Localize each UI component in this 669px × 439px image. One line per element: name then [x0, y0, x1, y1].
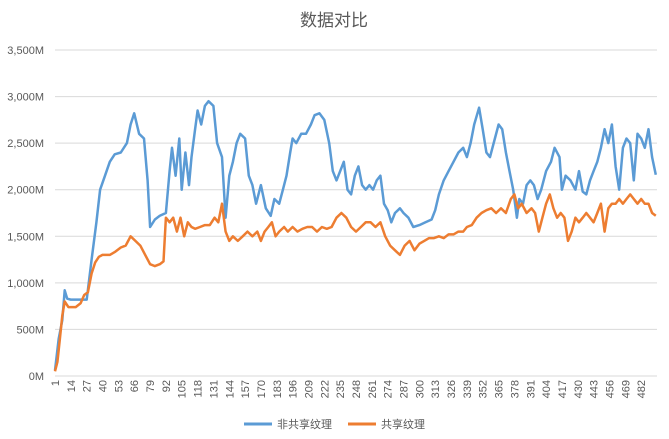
- x-tick-label: 261: [367, 380, 379, 398]
- series-line-non-shared-texture: [53, 99, 658, 371]
- x-tick-label: 196: [288, 380, 300, 398]
- y-tick-label: 2,000M: [7, 185, 44, 197]
- x-tick-label: 391: [525, 380, 537, 398]
- x-tick-label: 209: [303, 380, 315, 398]
- x-tick-label: 53: [113, 380, 125, 392]
- x-tick-label: 313: [430, 380, 442, 398]
- x-tick-label: 131: [208, 380, 220, 398]
- x-tick-label: 1: [50, 380, 62, 386]
- x-tick-label: 339: [462, 380, 474, 398]
- x-tick-label: 378: [509, 380, 521, 398]
- x-tick-label: 482: [636, 380, 648, 398]
- y-axis-tick-labels: 0M 500M 1,000M 1,500M 2,000M 2,500M 3,000M 3,50…: [7, 45, 44, 383]
- y-tick-label: 3,500M: [7, 45, 44, 57]
- x-tick-label: 469: [620, 380, 632, 398]
- y-tick-label: 2,500M: [7, 138, 44, 150]
- y-tick-label: 500M: [16, 324, 44, 336]
- x-tick-label: 235: [335, 380, 347, 398]
- legend-label-shared-texture: 共享纹理: [381, 417, 425, 431]
- x-tick-label: 456: [604, 380, 616, 398]
- x-tick-label: 443: [589, 380, 601, 398]
- x-tick-label: 183: [272, 380, 284, 398]
- series-lines: [53, 99, 658, 372]
- x-tick-label: 79: [145, 380, 157, 392]
- x-tick-label: 14: [66, 380, 78, 392]
- x-tick-label: 27: [82, 380, 94, 392]
- x-tick-label: 430: [573, 380, 585, 398]
- x-tick-label: 287: [399, 380, 411, 398]
- x-tick-label: 105: [177, 380, 189, 398]
- x-tick-label: 248: [351, 380, 363, 398]
- x-tick-label: 365: [494, 380, 506, 398]
- x-tick-label: 352: [478, 380, 490, 398]
- x-tick-label: 40: [98, 380, 110, 392]
- x-tick-label: 66: [129, 380, 141, 392]
- x-axis-tick-labels: 1 14 27 40 53 66 79 92 105 118 131 144 157 170 183 196 2…: [50, 380, 648, 398]
- chart-title: 数据对比: [300, 11, 368, 30]
- y-tick-label: 1,000M: [7, 278, 44, 290]
- gridlines: [55, 49, 657, 377]
- legend: 非共享纹理 共享纹理: [244, 417, 425, 431]
- x-tick-label: 144: [224, 380, 236, 398]
- x-tick-label: 326: [446, 380, 458, 398]
- x-tick-label: 157: [240, 380, 252, 398]
- y-tick-label: 0M: [29, 371, 44, 383]
- y-tick-label: 3,000M: [7, 92, 44, 104]
- x-tick-label: 118: [193, 380, 205, 398]
- x-tick-label: 300: [414, 380, 426, 398]
- x-tick-label: 404: [541, 380, 553, 398]
- series-line-shared-texture: [53, 193, 657, 372]
- x-tick-label: 274: [383, 380, 395, 398]
- x-tick-label: 170: [256, 380, 268, 398]
- x-tick-label: 222: [319, 380, 331, 398]
- legend-label-non-shared-texture: 非共享纹理: [277, 417, 332, 431]
- y-tick-label: 1,500M: [7, 231, 44, 243]
- x-tick-label: 417: [557, 380, 569, 398]
- x-tick-label: 92: [161, 380, 173, 392]
